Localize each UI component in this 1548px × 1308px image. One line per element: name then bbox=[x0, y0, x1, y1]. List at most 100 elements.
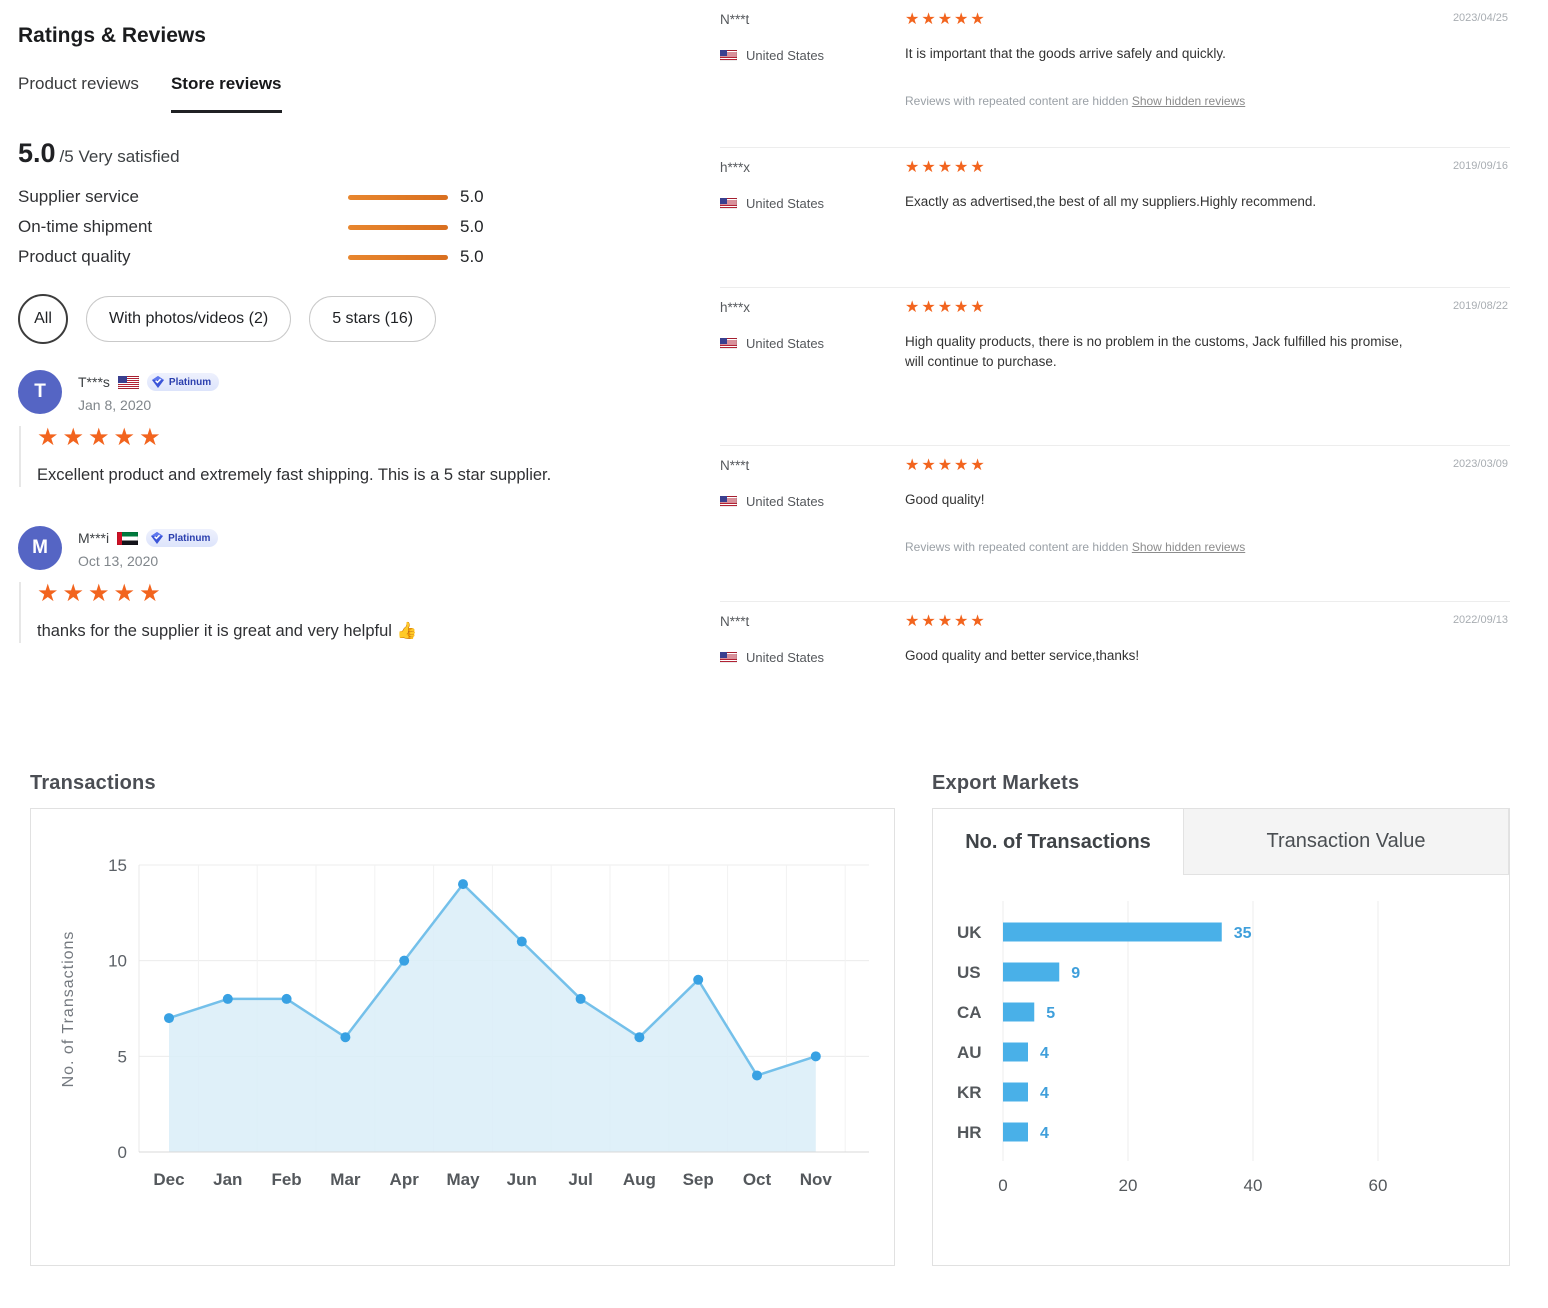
platinum-badge: Platinum bbox=[146, 373, 220, 391]
transactions-section: Transactions 0 5 10 15 Dec Jan Feb Mar Apr May Jun… bbox=[30, 772, 895, 1266]
export-markets-panel: No. of Transactions Transaction Value UK… bbox=[932, 808, 1510, 1266]
svg-text:Sep: Sep bbox=[683, 1170, 714, 1189]
star-rating: ★★★★★ bbox=[905, 457, 987, 474]
svg-text:UK: UK bbox=[957, 923, 982, 942]
area-fill bbox=[169, 884, 816, 1152]
review-tabs: Product reviews Store reviews bbox=[18, 74, 282, 113]
review-date: Oct 13, 2020 bbox=[78, 553, 159, 569]
tab-transaction-value[interactable]: Transaction Value bbox=[1183, 809, 1509, 875]
data-point bbox=[164, 1013, 174, 1024]
reviewer-name: T***s bbox=[78, 374, 110, 390]
data-point bbox=[399, 955, 410, 966]
rating-metrics: Supplier service 5.0 On-time shipment 5.… bbox=[18, 182, 488, 272]
avatar: M bbox=[18, 526, 62, 570]
metric-supplier-service: Supplier service 5.0 bbox=[18, 187, 484, 206]
reviewer-country: United States bbox=[746, 48, 825, 63]
data-point bbox=[575, 993, 586, 1004]
svg-text:10: 10 bbox=[108, 952, 127, 971]
us-flag-icon bbox=[720, 338, 737, 349]
tab-product-reviews[interactable]: Product reviews bbox=[18, 74, 139, 93]
review-card: M M***i Platinum bbox=[18, 526, 678, 644]
svg-text:Feb: Feb bbox=[271, 1170, 301, 1189]
us-flag-icon bbox=[720, 198, 737, 209]
rating-bar bbox=[348, 194, 448, 200]
data-point bbox=[810, 1051, 821, 1062]
filter-all[interactable]: All bbox=[18, 294, 68, 344]
review-date: 2019/09/16 bbox=[1452, 160, 1508, 172]
review-text: Good quality! bbox=[905, 492, 985, 507]
svg-text:Aug: Aug bbox=[623, 1170, 656, 1189]
reviewer-country: United States bbox=[746, 196, 825, 211]
svg-text:Apr: Apr bbox=[390, 1170, 420, 1189]
data-point bbox=[458, 879, 468, 890]
svg-text:Dec: Dec bbox=[153, 1170, 184, 1189]
review-date: 2023/03/09 bbox=[1452, 458, 1508, 470]
reviewer-name: N***t bbox=[720, 614, 750, 629]
svg-text:0: 0 bbox=[998, 1176, 1007, 1195]
star-rating: ★★★★★ bbox=[905, 613, 987, 630]
data-point bbox=[752, 1070, 762, 1081]
star-rating: ★★★★★ bbox=[905, 159, 987, 176]
export-markets-tabs: No. of Transactions Transaction Value bbox=[933, 809, 1509, 875]
transactions-panel: 0 5 10 15 Dec Jan Feb Mar Apr May Jun Jul Aug Sep Oct N… bbox=[30, 808, 895, 1266]
bar bbox=[1003, 1082, 1028, 1102]
reviewer-name: h***x bbox=[720, 160, 751, 175]
tab-no-of-transactions[interactable]: No. of Transactions bbox=[933, 809, 1183, 875]
svg-text:KR: KR bbox=[957, 1083, 982, 1102]
review-row: h***x United States ★★★★★ High quality p… bbox=[720, 288, 1510, 446]
bar bbox=[1003, 1122, 1028, 1142]
review-date: 2023/04/25 bbox=[1452, 12, 1508, 24]
metric-product-quality: Product quality 5.0 bbox=[18, 247, 484, 266]
data-point bbox=[340, 1032, 351, 1043]
svg-text:AU: AU bbox=[957, 1043, 982, 1062]
show-hidden-reviews-link[interactable]: Show hidden reviews bbox=[1131, 93, 1246, 108]
bar-value: 5 bbox=[1046, 1005, 1055, 1022]
platinum-gem-icon bbox=[151, 532, 164, 544]
svg-text:May: May bbox=[446, 1170, 480, 1189]
us-flag-icon bbox=[117, 375, 139, 389]
platinum-gem-icon bbox=[151, 376, 164, 388]
us-flag-icon bbox=[720, 652, 737, 663]
review-date: 2022/09/13 bbox=[1452, 614, 1508, 626]
platinum-badge: Platinum bbox=[146, 529, 219, 547]
us-flag-icon bbox=[720, 50, 737, 61]
review-text: High quality products, there is no probl… bbox=[905, 334, 1403, 369]
score-value: 5.0 bbox=[18, 138, 56, 168]
review-text: Good quality and better service,thanks! bbox=[905, 648, 1140, 663]
review-row: N***t United States ★★★★★ It is importan… bbox=[720, 0, 1510, 148]
data-point bbox=[281, 993, 292, 1004]
svg-text:No. of Transactions: No. of Transactions bbox=[60, 931, 77, 1088]
reviewer-name: h***x bbox=[720, 300, 751, 315]
reviewer-country: United States bbox=[746, 336, 825, 351]
svg-text:Jul: Jul bbox=[568, 1170, 593, 1189]
star-rating: ★★★★★ bbox=[905, 299, 987, 316]
bar-value: 4 bbox=[1040, 1045, 1049, 1062]
review-row: h***x United States ★★★★★ Exactly as adv… bbox=[720, 148, 1510, 288]
reviewer-name: N***t bbox=[720, 458, 750, 473]
transactions-title: Transactions bbox=[30, 772, 156, 794]
svg-text:Nov: Nov bbox=[800, 1170, 833, 1189]
metric-ontime-shipment: On-time shipment 5.0 bbox=[18, 217, 484, 236]
ratings-summary-section: Ratings & Reviews Product reviews Store … bbox=[18, 10, 703, 730]
svg-text:Mar: Mar bbox=[330, 1170, 361, 1189]
store-reviews-list: N***t United States ★★★★★ It is importan… bbox=[720, 0, 1510, 714]
review-text: Exactly as advertised,the best of all my… bbox=[905, 194, 1317, 209]
us-flag-icon bbox=[720, 496, 737, 507]
review-filters: All With photos/videos (2) 5 stars (16) bbox=[18, 294, 437, 344]
bar bbox=[1003, 1002, 1035, 1022]
svg-text:5: 5 bbox=[118, 1047, 127, 1066]
bar-value: 35 bbox=[1234, 925, 1252, 942]
filter-5-stars[interactable]: 5 stars (16) bbox=[309, 296, 437, 342]
show-hidden-reviews-link[interactable]: Show hidden reviews bbox=[1131, 539, 1246, 554]
svg-text:Jan: Jan bbox=[213, 1170, 242, 1189]
tab-store-reviews[interactable]: Store reviews bbox=[170, 74, 282, 113]
hidden-reviews-note: Reviews with repeated content are hidden… bbox=[905, 93, 1246, 108]
reviewer-name: M***i bbox=[78, 530, 110, 546]
filter-with-photos[interactable]: With photos/videos (2) bbox=[86, 296, 292, 342]
reviewer-name: N***t bbox=[720, 12, 750, 27]
review-date: 2019/08/22 bbox=[1452, 300, 1508, 312]
star-rating: ★★★★★ bbox=[37, 580, 165, 607]
star-rating: ★★★★★ bbox=[37, 424, 165, 451]
